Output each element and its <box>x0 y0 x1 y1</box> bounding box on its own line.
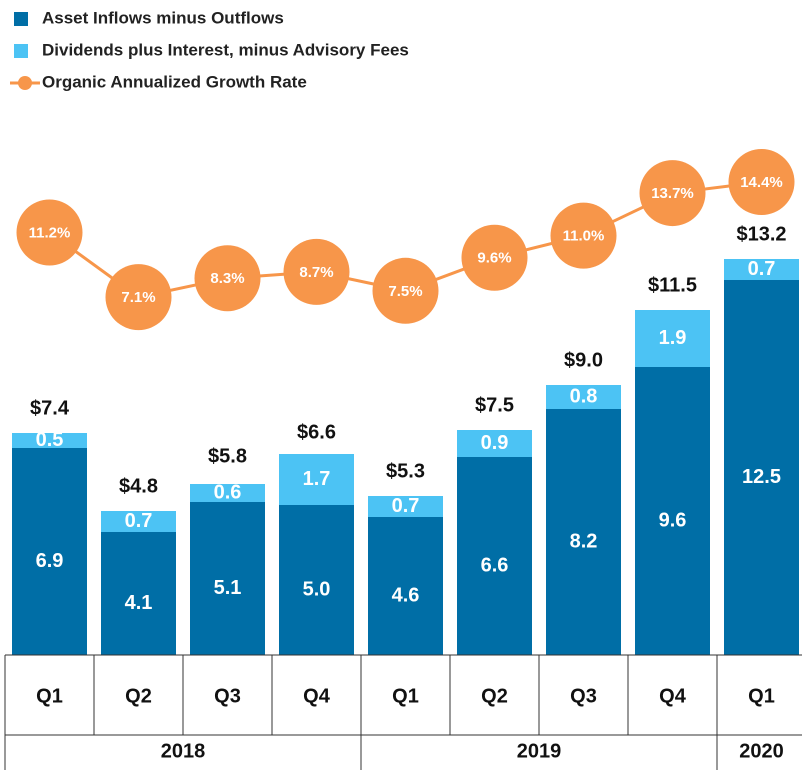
total-label: $4.8 <box>119 475 158 497</box>
x-tick-label: Q4 <box>303 685 331 707</box>
group-label: 2018 <box>161 740 206 762</box>
line-marker <box>283 238 350 305</box>
bar-segment <box>190 484 265 502</box>
bar-value-label: 0.7 <box>748 258 776 280</box>
bar-segment <box>635 310 710 367</box>
bar-segment <box>12 448 87 655</box>
legend-swatch <box>14 12 28 26</box>
bar-value-label: 12.5 <box>742 466 781 488</box>
bar-value-label: 8.2 <box>570 530 598 552</box>
bar-segment <box>546 385 621 409</box>
line-value-label: 13.7% <box>651 185 694 202</box>
bar-value-label: 4.6 <box>392 584 420 606</box>
line-marker <box>194 245 261 312</box>
x-tick-label: Q4 <box>659 685 687 707</box>
legend-label: Dividends plus Interest, minus Advisory … <box>42 40 409 59</box>
line-marker <box>372 257 439 324</box>
line-marker <box>550 202 617 269</box>
bar-value-label: 0.8 <box>570 385 598 407</box>
x-tick-label: Q3 <box>570 685 597 707</box>
bar-value-label: 0.5 <box>36 429 64 451</box>
line-value-label: 7.1% <box>121 289 155 306</box>
bar-segment <box>724 280 799 655</box>
legend-label: Asset Inflows minus Outflows <box>42 8 284 27</box>
line-value-label: 7.5% <box>388 283 422 300</box>
x-tick-label: Q2 <box>481 685 508 707</box>
line-value-label: 14.4% <box>740 174 783 191</box>
legend-swatch <box>14 44 28 58</box>
line-marker <box>105 264 172 331</box>
x-tick-label: Q3 <box>214 685 241 707</box>
bar-segment <box>635 367 710 655</box>
bar-value-label: 1.9 <box>659 327 687 349</box>
legend-marker <box>18 76 32 90</box>
legend-label: Organic Annualized Growth Rate <box>42 72 307 91</box>
bar-segment <box>279 505 354 655</box>
bar-segment <box>190 502 265 655</box>
total-label: $5.8 <box>208 445 247 467</box>
bar-value-label: 5.0 <box>303 578 331 600</box>
bar-segment <box>101 532 176 655</box>
bar-value-label: 0.7 <box>125 510 153 532</box>
x-tick-label: Q1 <box>36 685 63 707</box>
x-tick-label: Q1 <box>392 685 419 707</box>
bar-value-label: 6.9 <box>36 550 64 572</box>
bar-segment <box>724 259 799 280</box>
line-value-label: 9.6% <box>477 250 511 267</box>
bar-value-label: 9.6 <box>659 509 687 531</box>
line-value-label: 8.7% <box>299 264 333 281</box>
total-label: $9.0 <box>564 349 603 371</box>
line-marker <box>16 199 83 266</box>
bar-value-label: 5.1 <box>214 577 242 599</box>
bar-value-label: 4.1 <box>125 592 153 614</box>
x-tick-label: Q1 <box>748 685 775 707</box>
bar-segment <box>368 517 443 655</box>
bar-segment <box>279 454 354 505</box>
bar-segment <box>457 430 532 457</box>
group-label: 2020 <box>739 740 784 762</box>
total-label: $5.3 <box>386 460 425 482</box>
bar-value-label: 0.7 <box>392 495 420 517</box>
bar-value-label: 0.6 <box>214 481 242 503</box>
bar-value-label: 6.6 <box>481 554 509 576</box>
line-marker <box>461 224 528 291</box>
bar-segment <box>101 511 176 532</box>
line-value-label: 8.3% <box>210 270 244 287</box>
line-marker <box>728 149 795 216</box>
bar-segment <box>12 433 87 448</box>
total-label: $7.5 <box>475 394 514 416</box>
bar-segment <box>368 496 443 517</box>
bar-value-label: 0.9 <box>481 432 509 454</box>
line-value-label: 11.0% <box>563 228 605 245</box>
total-label: $11.5 <box>648 274 697 296</box>
total-label: $6.6 <box>297 421 336 443</box>
bar-value-label: 1.7 <box>303 468 331 490</box>
group-label: 2019 <box>517 740 562 762</box>
line-marker <box>639 160 706 227</box>
bar-segment <box>546 409 621 655</box>
bar-segment <box>457 457 532 655</box>
line-value-label: 11.2% <box>29 224 71 241</box>
x-tick-label: Q2 <box>125 685 152 707</box>
total-label: $13.2 <box>736 223 786 245</box>
total-label: $7.4 <box>30 397 70 419</box>
